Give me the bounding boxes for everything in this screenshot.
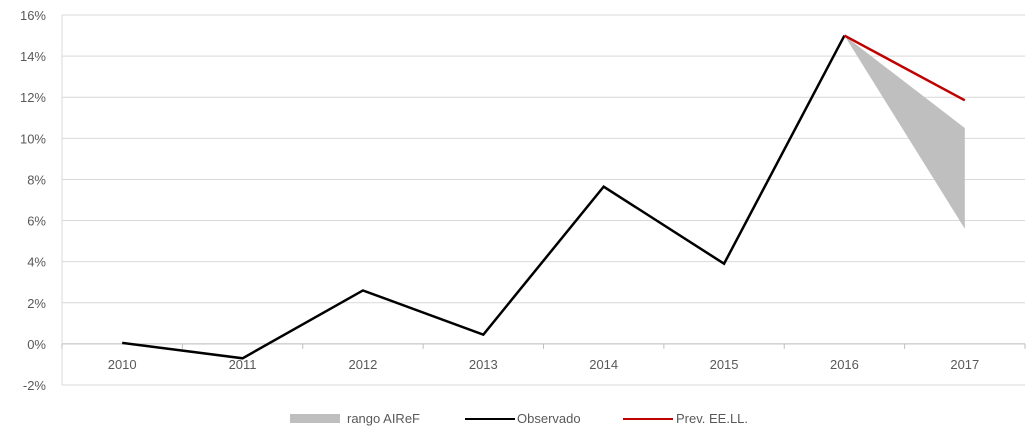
y-tick-label: 14% [20,49,46,64]
y-tick-label: 8% [27,172,46,187]
y-tick-label: 10% [20,131,46,146]
legend: rango AIReF Observado Prev. EE.LL. [290,411,748,426]
x-tick-label: 2010 [108,357,137,372]
y-tick-label: 0% [27,337,46,352]
y-axis-ticks: -2% 0% 2% 4% 6% 8% 10% 12% 14% 16% [20,8,46,393]
y-tick-label: 12% [20,90,46,105]
x-tick-label: 2016 [830,357,859,372]
series-line-prev-ee-ll [843,34,966,102]
y-tick-label: 4% [27,255,46,270]
x-tick-label: 2013 [469,357,498,372]
x-tick-label: 2017 [950,357,979,372]
y-tick-label: 6% [27,214,46,229]
legend-label-prev-eell: Prev. EE.LL. [676,411,748,426]
range-area-layer [844,35,965,229]
series-line-observado [122,34,846,360]
y-tick-label: 2% [27,296,46,311]
legend-label-rango-airef: rango AIReF [347,411,420,426]
legend-swatch-rango-airef [290,414,340,423]
y-tick-label: 16% [20,8,46,23]
x-tick-label: 2015 [710,357,739,372]
x-tick-label: 2011 [229,357,257,372]
x-axis-ticks: 2010 2011 2012 2013 2014 2015 2016 2017 [61,343,1026,372]
series-lines [122,34,966,360]
gridlines [61,14,1025,386]
range-area-rango-airef [844,35,965,229]
x-tick-label: 2012 [348,357,377,372]
y-tick-label: -2% [23,378,47,393]
x-tick-label: 2014 [589,357,618,372]
legend-label-observado: Observado [517,411,581,426]
